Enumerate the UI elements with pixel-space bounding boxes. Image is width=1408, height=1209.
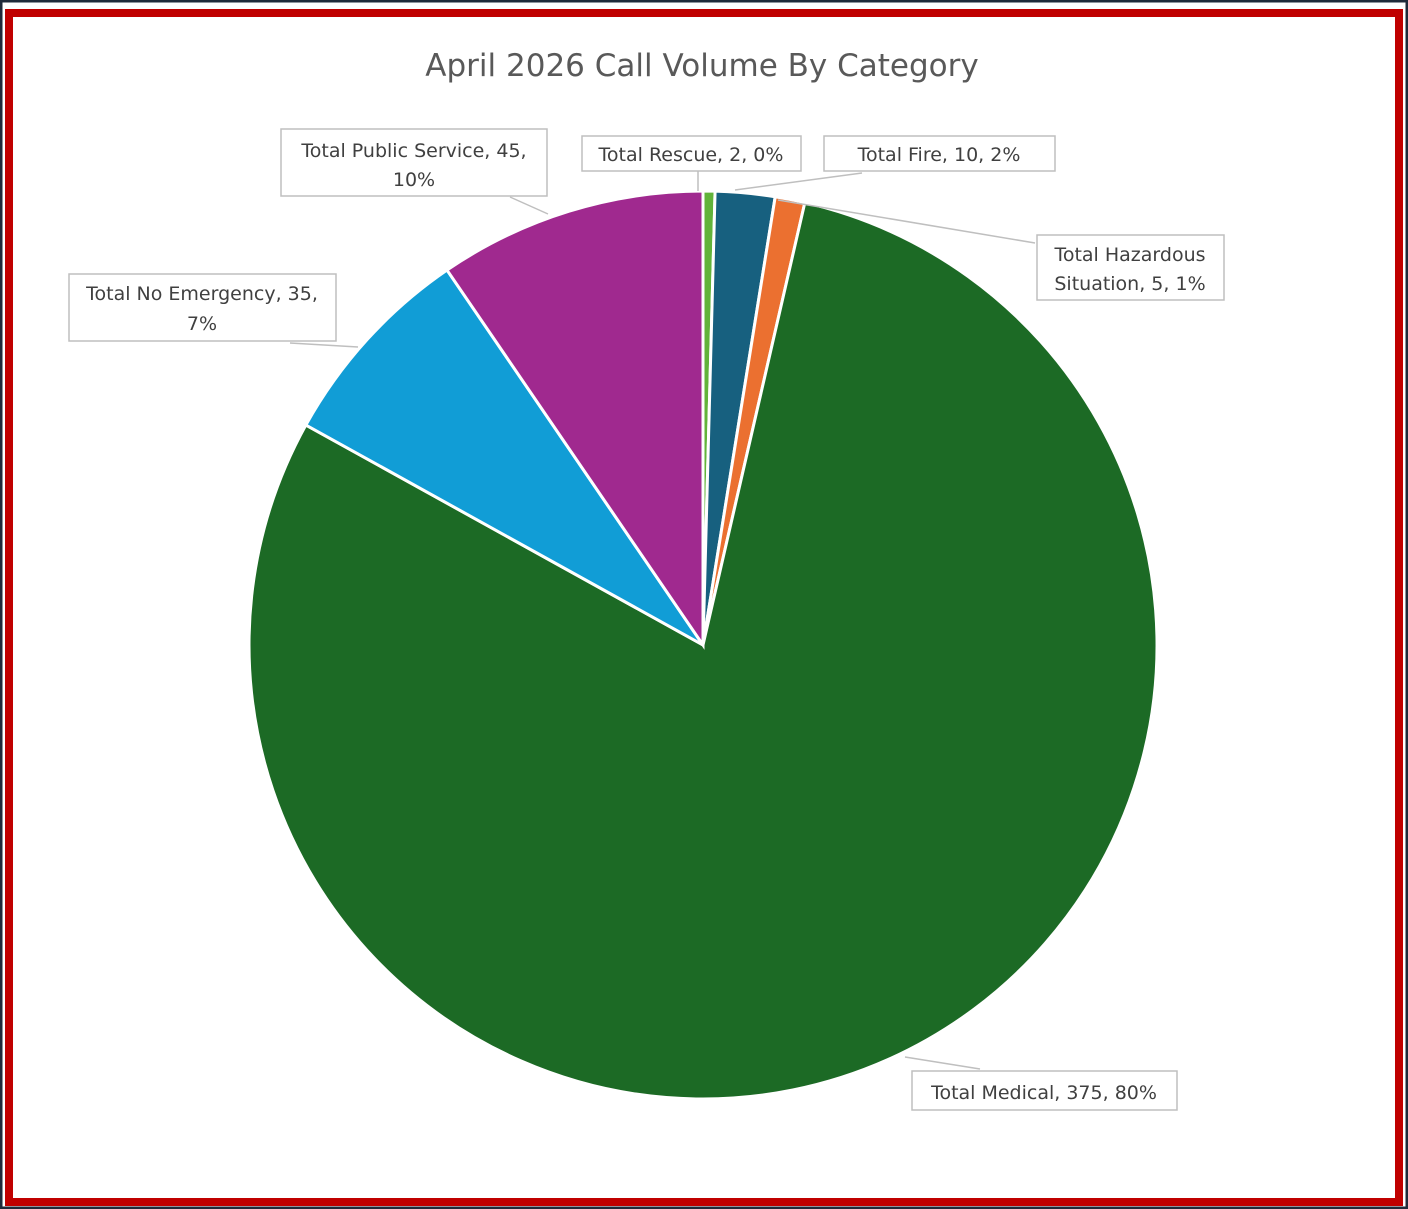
leader-line-total-public-service (509, 196, 549, 215)
leader-line-total-hazardous-situation (777, 199, 1036, 244)
data-labels: Total Public Service, 45, 10% Total Rescue… (68, 128, 1225, 1111)
data-label-box-total-public-service (280, 128, 548, 197)
data-label-line: Total Rescue, 2, 0% (598, 144, 784, 166)
data-label-total-no-emergency: Total No Emergency, 35, 7% (85, 283, 318, 335)
data-label-total-hazardous-situation: Total Hazardous Situation, 5, 1% (1053, 244, 1205, 295)
data-label-box-total-fire (823, 135, 1056, 172)
data-label-line: Total Hazardous (1053, 244, 1205, 266)
pie-slices (247, 189, 1159, 1101)
data-label-total-public-service: Total Public Service, 45, 10% (300, 140, 526, 191)
data-label-total-rescue: Total Rescue, 2, 0% (598, 144, 784, 166)
leader-line-total-medical (904, 1056, 981, 1070)
pie-slice-total-medical (247, 200, 1159, 1101)
data-label-line: Situation, 5, 1% (1054, 273, 1205, 295)
data-label-line: 7% (187, 313, 217, 335)
data-label-line: Total Public Service, 45, (300, 140, 526, 162)
data-label-line: Total Medical, 375, 80% (930, 1082, 1157, 1104)
chart-title: April 2026 Call Volume By Category (425, 48, 978, 84)
leader-line-total-no-emergency (289, 342, 359, 348)
pie-slice-total-no-emergency (303, 267, 705, 647)
data-label-total-fire: Total Fire, 10, 2% (857, 144, 1021, 166)
data-label-box-total-no-emergency (68, 273, 337, 342)
data-label-box-total-rescue (581, 135, 802, 172)
data-label-line: 10% (393, 169, 435, 191)
data-label-box-total-medical (911, 1070, 1178, 1111)
data-label-box-total-hazardous-situation (1036, 234, 1225, 301)
data-label-line: Total Fire, 10, 2% (857, 144, 1021, 166)
data-label-line: Total No Emergency, 35, (85, 283, 318, 305)
leader-lines (289, 171, 1036, 1070)
leader-line-total-fire (734, 172, 863, 191)
data-label-total-medical: Total Medical, 375, 80% (930, 1082, 1157, 1104)
pie-slice-total-public-service (444, 189, 705, 650)
